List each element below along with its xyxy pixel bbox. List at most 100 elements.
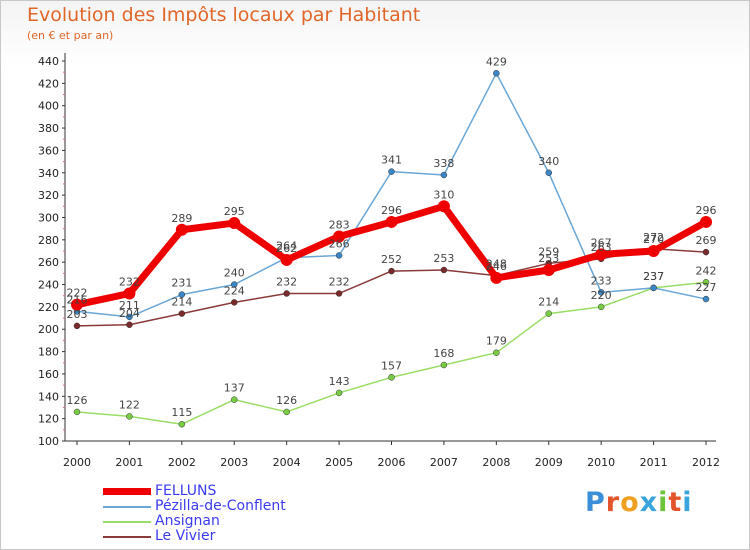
y-tick-label-300: 300 xyxy=(38,211,59,224)
data-label-2012: 227 xyxy=(696,281,717,294)
data-label-2002: 115 xyxy=(171,406,192,419)
data-point-2001 xyxy=(126,413,133,420)
y-tick-label-340: 340 xyxy=(38,167,59,180)
data-point-2007 xyxy=(440,266,448,274)
data-point-2008 xyxy=(493,70,500,77)
data-point-2007 xyxy=(437,200,450,213)
x-tick-label-2001: 2001 xyxy=(115,456,143,469)
logo-letter: x xyxy=(639,487,659,518)
data-label-2008: 429 xyxy=(486,55,507,68)
x-tick-label-2005: 2005 xyxy=(325,456,353,469)
logo-letter: r xyxy=(605,487,621,518)
data-point-2007 xyxy=(440,171,448,179)
legend-swatch xyxy=(103,536,151,538)
data-label-2012: 242 xyxy=(696,264,717,277)
data-label-2010: 267 xyxy=(591,236,612,249)
data-label-2007: 168 xyxy=(433,347,454,360)
data-label-2001: 204 xyxy=(119,307,140,320)
data-label-2007: 338 xyxy=(433,157,454,170)
data-label-2004: 126 xyxy=(276,394,297,407)
data-point-2005 xyxy=(333,230,346,243)
data-label-2004: 262 xyxy=(276,242,297,255)
data-label-2004: 232 xyxy=(276,275,297,288)
data-point-2011 xyxy=(647,245,660,257)
y-tick-label-320: 320 xyxy=(38,189,59,202)
y-tick-label-380: 380 xyxy=(38,122,59,135)
data-label-2011: 270 xyxy=(643,233,664,246)
data-point-2012 xyxy=(702,295,710,303)
data-point-2009 xyxy=(545,169,552,177)
x-tick-label-2010: 2010 xyxy=(587,456,615,469)
data-point-2004 xyxy=(283,290,290,297)
data-label-2006: 296 xyxy=(381,204,402,217)
data-point-2008 xyxy=(493,349,500,356)
data-label-2011: 237 xyxy=(643,270,664,283)
data-point-2005 xyxy=(335,252,343,259)
data-point-2003 xyxy=(228,217,241,230)
x-tick-label-2004: 2004 xyxy=(273,456,301,469)
data-point-2004 xyxy=(283,408,290,416)
series-ansignan xyxy=(73,279,710,428)
data-point-2001 xyxy=(126,313,133,321)
logo-letter: P xyxy=(585,487,606,518)
data-label-2000: 203 xyxy=(67,308,88,321)
logo-letter: i xyxy=(682,487,693,518)
data-point-2007 xyxy=(440,361,448,369)
legend-swatch xyxy=(103,488,151,495)
data-label-2006: 252 xyxy=(381,253,402,266)
legend-label: Pézilla-de-Conflent xyxy=(155,498,286,514)
legend-label: Le Vivier xyxy=(155,528,216,544)
data-point-2001 xyxy=(123,287,136,300)
data-label-2008: 248 xyxy=(486,258,507,271)
y-tick-label-240: 240 xyxy=(38,279,59,292)
data-point-2000 xyxy=(73,322,81,330)
y-tick-label-100: 100 xyxy=(38,435,59,448)
data-label-2005: 266 xyxy=(329,237,350,250)
data-point-2000 xyxy=(73,408,81,416)
data-label-2005: 283 xyxy=(329,218,350,231)
x-tick-label-2008: 2008 xyxy=(482,456,510,469)
y-tick-label-220: 220 xyxy=(38,301,59,314)
data-point-2005 xyxy=(335,290,343,297)
legend-label: Ansignan xyxy=(155,513,220,529)
data-label-2010: 233 xyxy=(591,274,612,287)
data-label-2006: 157 xyxy=(381,359,402,372)
data-label-2012: 269 xyxy=(696,234,717,247)
y-tick-label-160: 160 xyxy=(38,368,59,381)
data-label-2000: 216 xyxy=(67,293,88,306)
data-point-2000 xyxy=(71,298,83,311)
x-tick-label-2007: 2007 xyxy=(430,456,458,469)
data-label-2002: 214 xyxy=(171,296,192,309)
y-tick-label-180: 180 xyxy=(38,346,59,359)
data-point-2003 xyxy=(231,396,238,403)
x-tick-label-2011: 2011 xyxy=(640,456,668,469)
y-tick-label-200: 200 xyxy=(38,323,59,336)
legend-swatch xyxy=(103,506,151,508)
data-point-2003 xyxy=(231,281,238,288)
data-label-2002: 289 xyxy=(171,212,192,225)
data-label-2012: 296 xyxy=(696,204,717,217)
data-label-2001: 232 xyxy=(119,275,140,288)
data-label-2007: 253 xyxy=(433,252,454,265)
data-point-2010 xyxy=(597,289,605,296)
x-tick-label-2012: 2012 xyxy=(692,456,720,469)
data-label-2008: 179 xyxy=(486,335,507,348)
data-point-2010 xyxy=(595,248,608,261)
data-point-2012 xyxy=(702,279,710,286)
data-label-2009: 259 xyxy=(538,245,559,258)
y-tick-label-440: 440 xyxy=(38,55,59,68)
data-label-2000: 222 xyxy=(67,287,88,300)
data-label-2001: 122 xyxy=(119,398,140,411)
y-tick-label-260: 260 xyxy=(38,256,59,269)
logo-letter: i xyxy=(658,487,669,518)
x-tick-label-2000: 2000 xyxy=(63,456,91,469)
data-label-2003: 137 xyxy=(224,382,245,395)
data-label-2011: 272 xyxy=(643,231,664,244)
x-tick-label-2003: 2003 xyxy=(220,456,248,469)
y-tick-label-140: 140 xyxy=(38,390,59,403)
data-label-2011: 237 xyxy=(643,270,664,283)
data-label-2008: 246 xyxy=(486,260,507,273)
logo-letter: t xyxy=(668,487,683,518)
data-label-2007: 310 xyxy=(433,188,454,201)
